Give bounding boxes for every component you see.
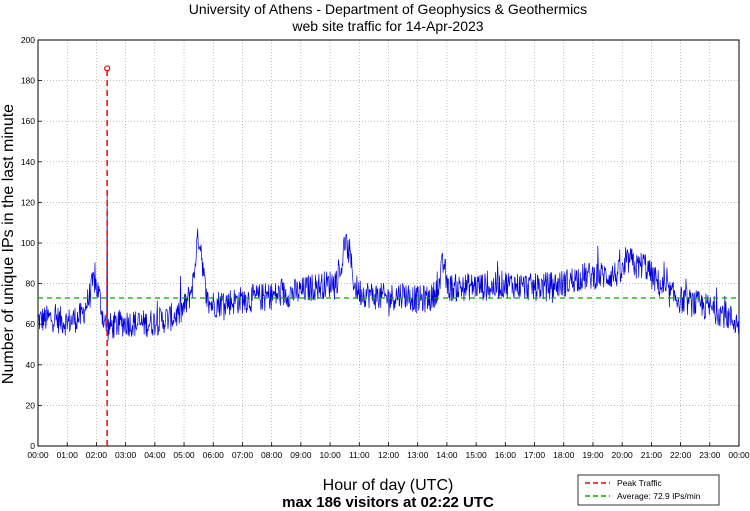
x-tick-label: 23:00 bbox=[699, 450, 721, 460]
x-tick-label: 20:00 bbox=[612, 450, 634, 460]
x-axis-ticks: 00:00 01:00 02:00 03:00 04:00 05:00 06:00 07:00… bbox=[27, 442, 750, 460]
y-tick-label: 100 bbox=[21, 238, 35, 248]
x-tick-label: 00:00 bbox=[728, 450, 750, 460]
x-tick-label: 08:00 bbox=[261, 450, 283, 460]
x-tick-label: 05:00 bbox=[173, 450, 195, 460]
x-tick-label: 21:00 bbox=[641, 450, 663, 460]
y-tick-label: 20 bbox=[26, 400, 36, 410]
x-tick-label: 14:00 bbox=[436, 450, 458, 460]
x-tick-label: 04:00 bbox=[144, 450, 166, 460]
x-tick-label: 16:00 bbox=[495, 450, 517, 460]
x-tick-label: 06:00 bbox=[203, 450, 225, 460]
legend-box bbox=[577, 474, 720, 506]
x-tick-label: 17:00 bbox=[524, 450, 546, 460]
y-axis-label: Number of unique IPs in the last minute bbox=[0, 104, 17, 384]
y-tick-label: 0 bbox=[30, 441, 35, 451]
y-tick-label: 60 bbox=[26, 319, 36, 329]
x-tick-label: 19:00 bbox=[582, 450, 604, 460]
legend-peak-label: Peak Traffic bbox=[617, 478, 662, 488]
x-tick-label: 07:00 bbox=[232, 450, 254, 460]
y-tick-label: 80 bbox=[26, 279, 36, 289]
x-axis-label: Hour of day (UTC) bbox=[323, 477, 454, 494]
x-tick-label: 10:00 bbox=[319, 450, 341, 460]
y-tick-label: 180 bbox=[21, 76, 35, 86]
x-tick-label: 13:00 bbox=[407, 450, 429, 460]
y-tick-label: 160 bbox=[21, 116, 35, 126]
chart-subtitle: web site traffic for 14-Apr-2023 bbox=[291, 18, 483, 34]
y-tick-label: 200 bbox=[21, 35, 35, 45]
x-tick-label: 11:00 bbox=[349, 450, 370, 460]
legend: Peak Traffic Average: 72.9 IPs/min bbox=[577, 474, 720, 506]
x-tick-label: 00:00 bbox=[27, 450, 49, 460]
legend-average-label: Average: 72.9 IPs/min bbox=[617, 491, 701, 501]
x-tick-label: 18:00 bbox=[553, 450, 575, 460]
y-axis-ticks: 0 20 40 60 80 100 120 140 160 180 200 bbox=[21, 35, 42, 451]
x-tick-label: 02:00 bbox=[86, 450, 108, 460]
chart-title: University of Athens - Department of Geo… bbox=[189, 1, 587, 17]
x-tick-label: 15:00 bbox=[465, 450, 487, 460]
x-tick-label: 12:00 bbox=[378, 450, 400, 460]
y-tick-label: 40 bbox=[26, 360, 36, 370]
y-tick-label: 120 bbox=[21, 197, 35, 207]
x-tick-label: 09:00 bbox=[290, 450, 312, 460]
traffic-series-line bbox=[37, 192, 740, 341]
y-tick-label: 140 bbox=[21, 157, 35, 167]
x-tick-label: 22:00 bbox=[670, 450, 692, 460]
grid-lines bbox=[38, 40, 739, 446]
x-tick-label: 03:00 bbox=[115, 450, 137, 460]
peak-marker bbox=[104, 65, 111, 72]
x-tick-label: 01:00 bbox=[57, 450, 79, 460]
summary-label: max 186 visitors at 02:22 UTC bbox=[282, 494, 494, 511]
